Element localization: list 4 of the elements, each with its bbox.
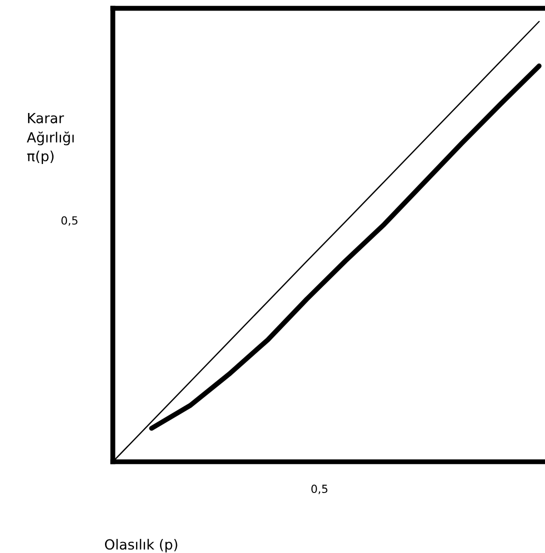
text: 0,5 <box>311 484 328 494</box>
y-axis-title: Karar Ağırlığı π(p) <box>26 113 74 164</box>
text: 0,5 <box>61 216 78 226</box>
text: Olasılık (p) <box>104 538 178 552</box>
